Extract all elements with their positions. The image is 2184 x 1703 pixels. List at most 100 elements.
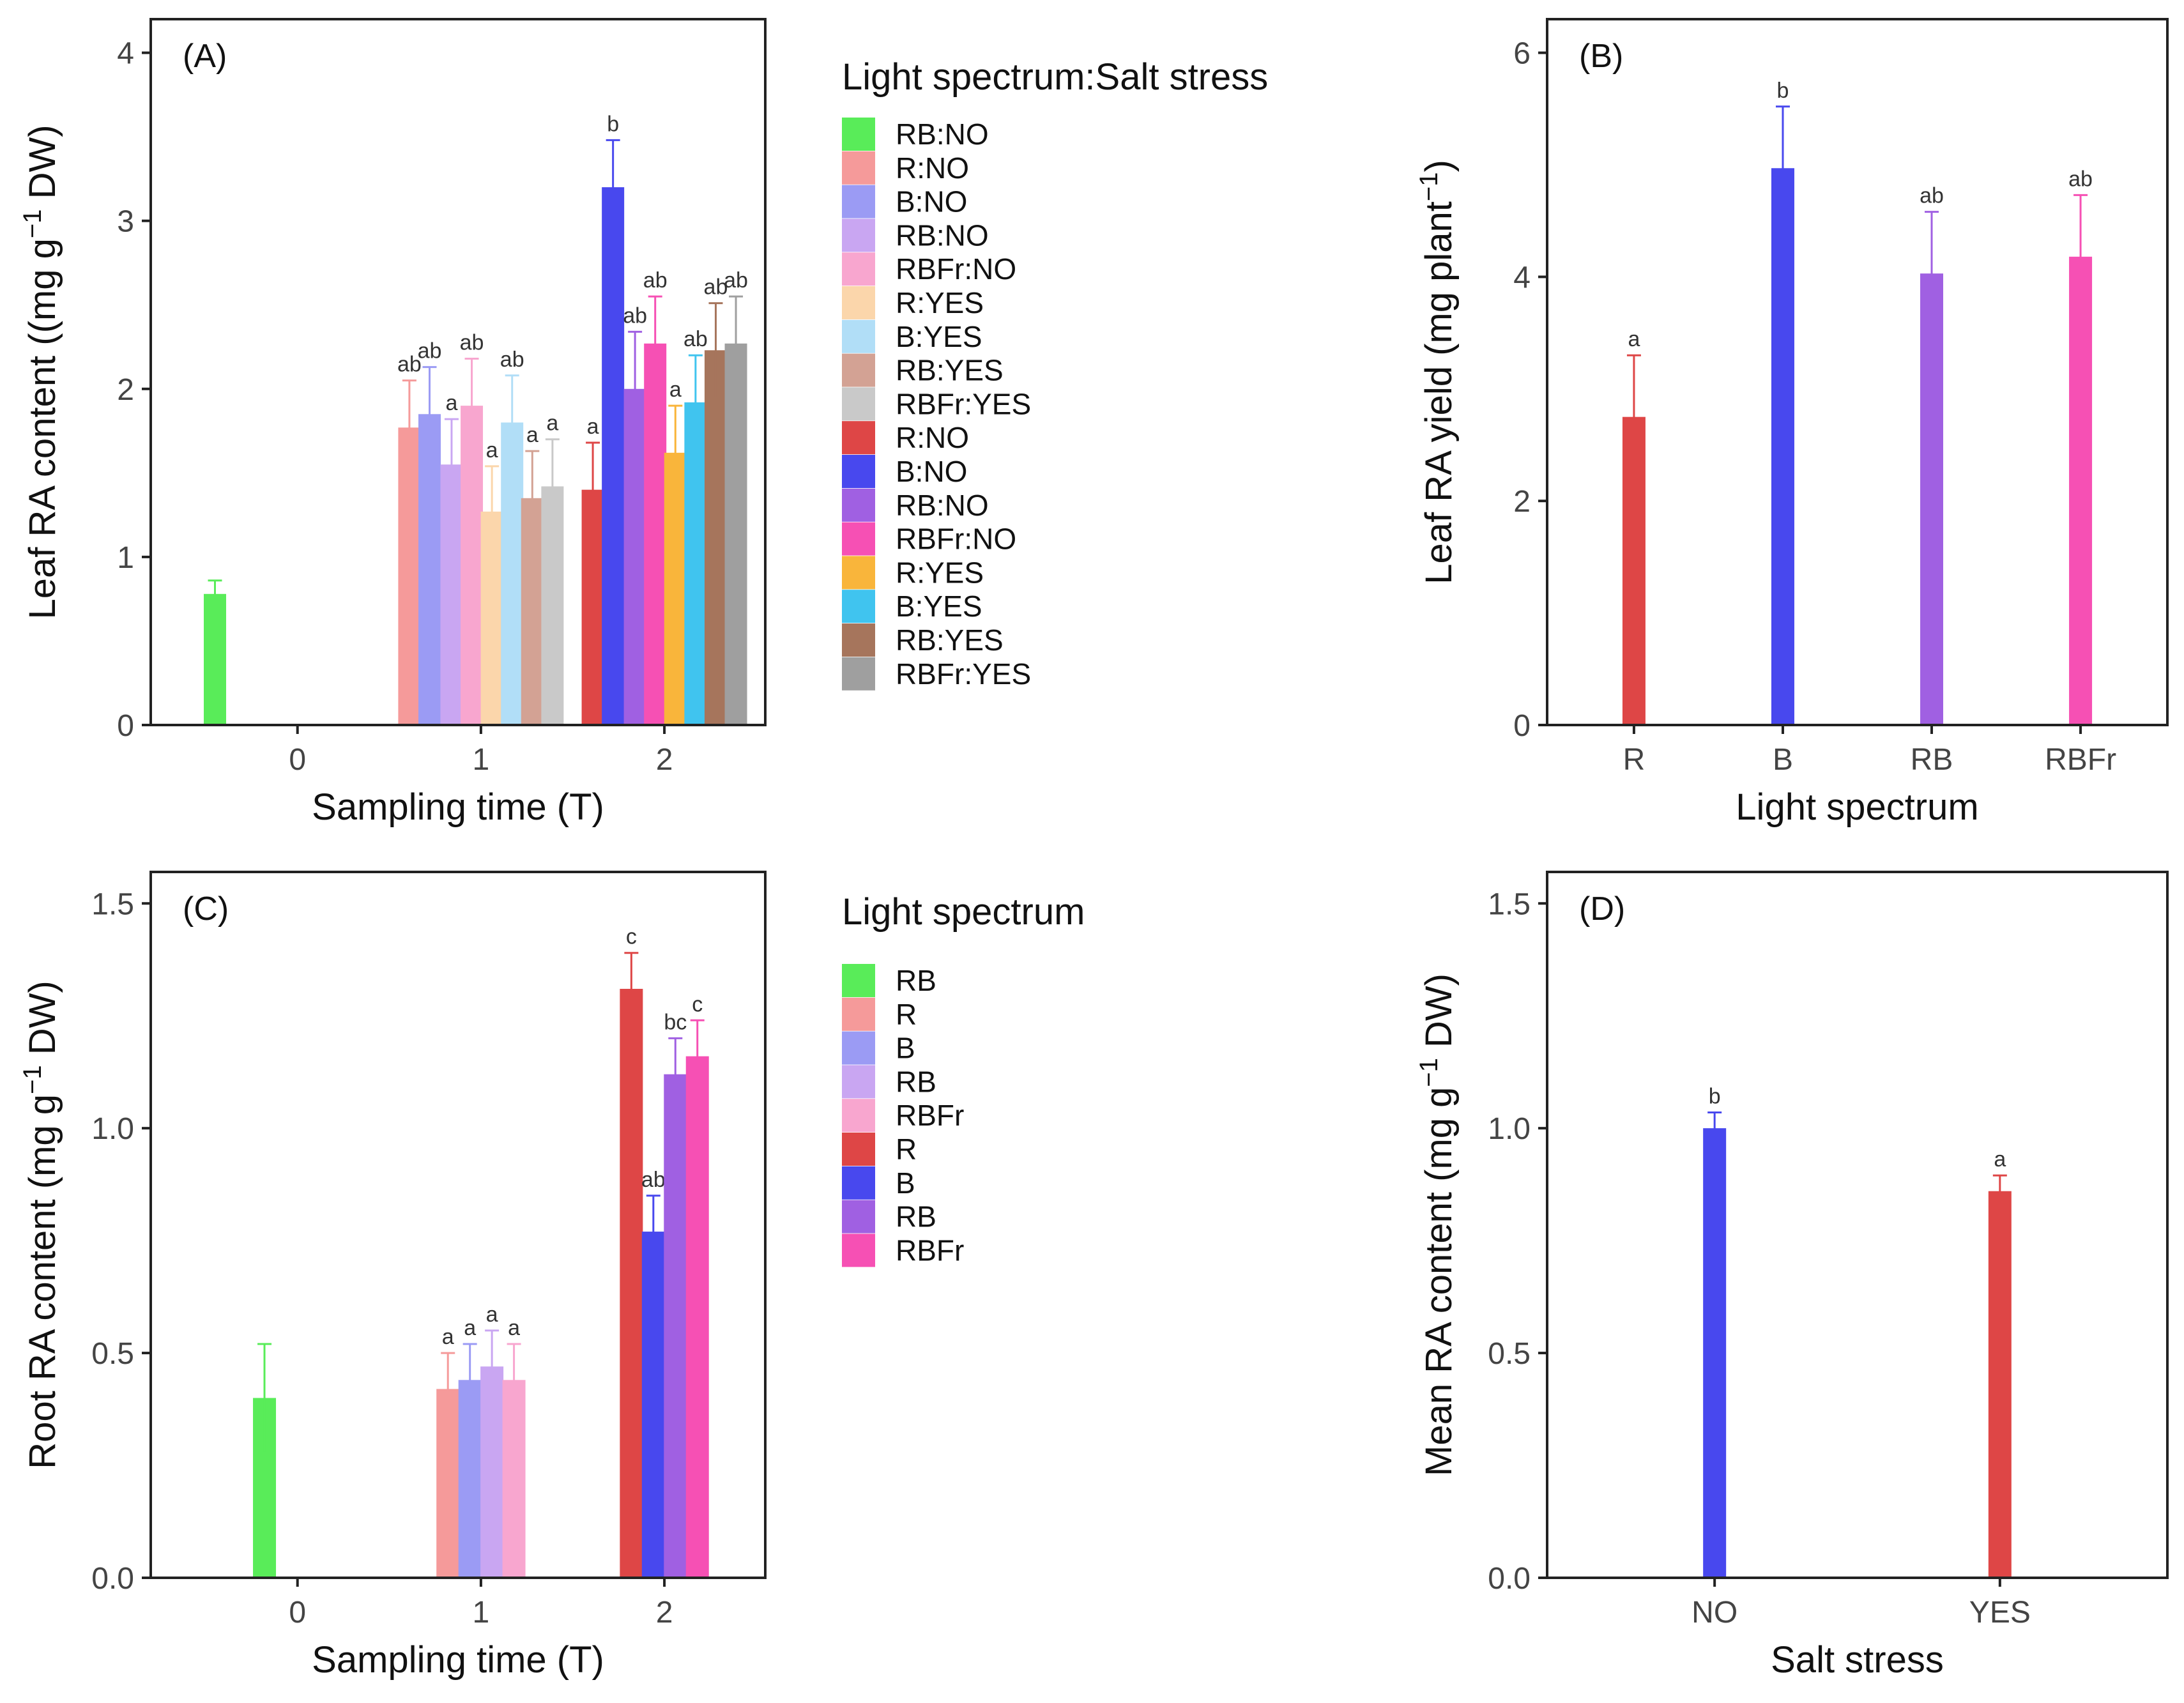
y-tick-label: 1.0 — [1488, 1112, 1531, 1146]
panel-label: (C) — [183, 890, 229, 928]
x-tick-label: B — [1773, 743, 1793, 777]
x-axis-title: Sampling time (T) — [312, 1639, 604, 1681]
significance-label: ab — [704, 275, 728, 300]
x-tick-label: R — [1623, 743, 1646, 777]
significance-label: a — [508, 1316, 520, 1340]
x-tick-label: 2 — [656, 1596, 673, 1630]
significance-label: ab — [2068, 167, 2093, 191]
legend-title: Light spectrum — [842, 891, 1085, 933]
legend-label: RBFr:YES — [896, 657, 1031, 691]
bar-a-0 — [204, 593, 227, 725]
significance-label: a — [464, 1316, 476, 1340]
bar-a-1 — [398, 427, 421, 725]
significance-label: a — [526, 423, 538, 447]
legend-label: R:YES — [896, 556, 984, 589]
y-axis-title: Leaf RA yield (mg plant−1) — [1415, 160, 1460, 584]
x-tick-label: 1 — [473, 743, 490, 777]
bar-d-1 — [1988, 1191, 2012, 1578]
legend-swatch — [842, 1065, 875, 1099]
y-tick-label: 4 — [1513, 261, 1531, 294]
significance-label: a — [486, 1302, 498, 1327]
legend-swatch — [842, 623, 875, 657]
panel-frame — [1546, 871, 2169, 1579]
bar-c-7 — [664, 1074, 687, 1578]
bar-b-2 — [1920, 273, 1944, 726]
legend-swatch — [842, 218, 875, 252]
significance-label: a — [486, 438, 498, 462]
y-axis-title: Leaf RA content ((mg g−1 DW) — [19, 125, 63, 619]
bar-a-12 — [644, 343, 667, 725]
panel-frame — [1546, 18, 2169, 726]
legend-label: RBFr:NO — [896, 523, 1016, 556]
y-tick-label: 1 — [117, 541, 134, 575]
x-axis-title: Salt stress — [1771, 1639, 1944, 1681]
significance-label: a — [587, 415, 599, 439]
legend-swatch — [842, 1031, 875, 1065]
y-tick-label: 1.0 — [91, 1112, 134, 1146]
x-axis-title: Light spectrum — [1736, 786, 1978, 828]
bar-c-6 — [641, 1232, 665, 1578]
y-tick-label: 1.5 — [91, 887, 134, 921]
significance-label: ab — [418, 339, 442, 363]
legend-label: B:NO — [896, 455, 967, 488]
legend-swatch — [842, 421, 875, 455]
legend-label: R:NO — [896, 151, 969, 185]
y-tick-label: 0.5 — [91, 1337, 134, 1371]
panel-frame — [149, 871, 767, 1579]
legend-swatch — [842, 1200, 875, 1233]
significance-label: ab — [724, 268, 748, 293]
y-tick-label: 2 — [1513, 485, 1531, 519]
y-tick-label: 0 — [117, 709, 134, 743]
y-axis-title: Root RA content (mg g−1 DW) — [19, 981, 63, 1469]
significance-label: ab — [460, 330, 484, 355]
significance-label: c — [692, 992, 703, 1016]
legend-swatch — [842, 387, 875, 421]
legend-swatch — [842, 118, 875, 151]
legend-swatch — [842, 353, 875, 387]
y-tick-label: 0.0 — [1488, 1562, 1531, 1596]
bar-a-16 — [724, 343, 747, 725]
y-tick-label: 0.0 — [91, 1562, 134, 1596]
significance-label: b — [607, 112, 619, 136]
significance-label: c — [626, 925, 637, 949]
significance-label: a — [1628, 327, 1640, 351]
significance-label: bc — [664, 1010, 687, 1034]
y-tick-label: 4 — [117, 37, 134, 71]
x-tick-label: RBFr — [2045, 743, 2116, 777]
legend-swatch — [842, 1233, 875, 1267]
panel-d-mean-ra-content: b a 0.0 0.5 1.0 1.5 NO YES (D) Salt stress Mean RA… — [1415, 871, 2169, 1681]
legend-label: B — [896, 1166, 915, 1200]
y-tick-label: 0.5 — [1488, 1337, 1531, 1371]
bar-b-3 — [2069, 256, 2093, 725]
bar-a-6 — [501, 422, 524, 725]
legend-label: R — [896, 998, 917, 1031]
legend-swatch — [842, 185, 875, 218]
x-tick-label: 0 — [289, 1596, 306, 1630]
legend-swatch — [842, 657, 875, 691]
x-tick-label: 2 — [656, 743, 673, 777]
significance-label: ab — [623, 303, 647, 328]
legend-label: RB — [896, 964, 936, 997]
significance-label: a — [442, 1325, 454, 1349]
x-axis-title: Sampling time (T) — [312, 786, 604, 828]
legend-swatch — [842, 964, 875, 997]
legend-label: RBFr — [896, 1099, 964, 1132]
legend-label: RBFr:YES — [896, 387, 1031, 420]
x-tick-label: NO — [1691, 1596, 1737, 1630]
x-tick-label: 0 — [289, 743, 306, 777]
legend-label: RB — [896, 1065, 936, 1098]
legend-label: RB:YES — [896, 623, 1004, 657]
legend-swatch — [842, 1099, 875, 1133]
significance-label: ab — [643, 268, 668, 293]
panel-label: (B) — [1579, 38, 1623, 75]
y-axis-title: Mean RA content (mg g−1 DW) — [1415, 974, 1460, 1476]
legend-label: RB:NO — [896, 218, 989, 252]
legend-label: B:YES — [896, 320, 982, 353]
legend-label: RB — [896, 1200, 936, 1233]
panel-label: (A) — [183, 38, 227, 75]
legend-label: RB:YES — [896, 354, 1004, 387]
legend-label: R — [896, 1133, 917, 1166]
panel-frame — [149, 18, 767, 726]
panel-label: (D) — [1579, 890, 1625, 928]
x-tick-label: RB — [1911, 743, 1953, 777]
